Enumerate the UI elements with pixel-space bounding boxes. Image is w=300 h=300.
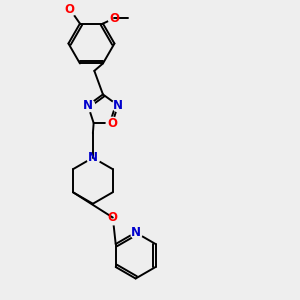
Text: O: O — [108, 211, 118, 224]
Text: O: O — [109, 12, 119, 25]
Text: N: N — [113, 99, 123, 112]
Text: O: O — [107, 117, 117, 130]
Text: O: O — [65, 3, 75, 16]
Text: N: N — [83, 99, 93, 112]
Text: N: N — [130, 226, 141, 239]
Text: N: N — [88, 151, 98, 164]
